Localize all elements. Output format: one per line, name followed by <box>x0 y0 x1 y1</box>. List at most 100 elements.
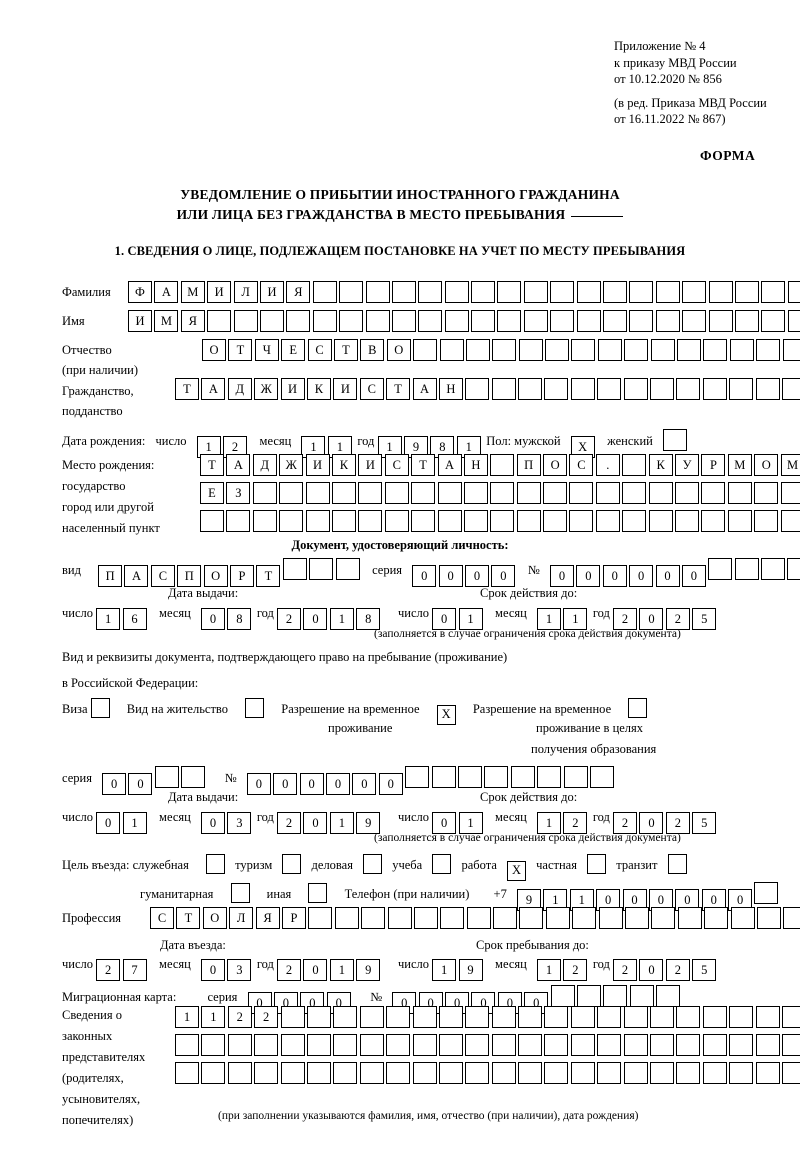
entry-year-4[interactable]: 9 <box>356 959 381 982</box>
birth-place-2-cell-14[interactable] <box>543 482 568 504</box>
citizenship-cell-8[interactable]: С <box>359 378 384 400</box>
profession-cell-23[interactable] <box>730 907 755 929</box>
legal-rep-1-cell-15[interactable] <box>544 1006 569 1028</box>
birth-place-1-cell-4[interactable]: Ж <box>279 454 304 476</box>
permit-issue-day-2[interactable]: 1 <box>122 812 147 835</box>
permit-number-cell-1[interactable]: 0 <box>246 773 271 796</box>
doc-valid-year-3[interactable]: 2 <box>665 608 690 631</box>
given-name-cell-15[interactable] <box>497 310 522 332</box>
residence-permit-checkbox[interactable] <box>245 698 265 718</box>
birth-place-1-cell-22[interactable]: О <box>754 454 779 476</box>
citizenship-cell-15[interactable] <box>544 378 569 400</box>
mc-number-cell-10[interactable] <box>629 985 654 1007</box>
birth-place-2-cell-20[interactable] <box>701 482 726 504</box>
legal-rep-2-cell-7[interactable] <box>333 1034 358 1056</box>
surname-cell-18[interactable] <box>576 281 601 303</box>
birth-place-2-cell-23[interactable] <box>780 482 800 504</box>
given-name-cell-19[interactable] <box>603 310 628 332</box>
given-name-cell-1[interactable]: И <box>128 310 152 332</box>
birth-place-1-cell-6[interactable]: К <box>331 454 356 476</box>
surname-cell-20[interactable] <box>629 281 654 303</box>
profession-cell-6[interactable]: Р <box>281 907 306 929</box>
profession-cell-13[interactable] <box>466 907 491 929</box>
birth-place-1-cell-8[interactable]: С <box>384 454 409 476</box>
birth-place-1-cell-15[interactable]: С <box>569 454 594 476</box>
entry-month-1[interactable]: 0 <box>200 959 225 982</box>
legal-rep-2-cell-11[interactable] <box>438 1034 463 1056</box>
doc-number-cell-8[interactable] <box>734 558 759 580</box>
surname-cell-2[interactable]: А <box>154 281 179 303</box>
legal-rep-1-cell-24[interactable] <box>781 1006 800 1028</box>
mc-number-cell-7[interactable] <box>550 985 575 1007</box>
doc-number-cell-2[interactable]: 0 <box>576 565 601 588</box>
citizenship-cell-24[interactable] <box>781 378 800 400</box>
given-name-cell-11[interactable] <box>391 310 416 332</box>
legal-rep-2-cell-21[interactable] <box>702 1034 727 1056</box>
permit-number-cell-14[interactable] <box>589 766 614 788</box>
purpose-humanitarian-checkbox[interactable] <box>230 883 250 903</box>
legal-rep-1-cell-12[interactable] <box>465 1006 490 1028</box>
given-name-cell-24[interactable] <box>734 310 759 332</box>
stay-year-4[interactable]: 5 <box>692 959 717 982</box>
citizenship-cell-19[interactable] <box>650 378 675 400</box>
given-name-cell-14[interactable] <box>471 310 496 332</box>
patronymic-cell-1[interactable]: О <box>202 339 226 361</box>
birth-place-3-cell-23[interactable] <box>780 510 800 532</box>
doc-number-cell-9[interactable] <box>761 558 786 580</box>
doc-kind-cell-8[interactable] <box>282 558 307 580</box>
profession-cell-18[interactable] <box>598 907 623 929</box>
permit-issue-year-1[interactable]: 2 <box>277 812 302 835</box>
doc-valid-day-2[interactable]: 1 <box>458 608 483 631</box>
doc-number-cell-7[interactable] <box>708 558 733 580</box>
permit-number-cell-8[interactable] <box>431 766 456 788</box>
patronymic-cell-15[interactable] <box>571 339 596 361</box>
birth-place-3-cell-15[interactable] <box>569 510 594 532</box>
phone-cell-5[interactable]: 0 <box>622 889 647 912</box>
patronymic-cell-11[interactable] <box>465 339 490 361</box>
birth-place-3-cell-17[interactable] <box>622 510 647 532</box>
given-name-cell-6[interactable] <box>259 310 284 332</box>
birth-place-2-cell-21[interactable] <box>727 482 752 504</box>
legal-rep-1-cell-17[interactable] <box>597 1006 622 1028</box>
citizenship-cell-22[interactable] <box>729 378 754 400</box>
permit-number-cell-4[interactable]: 0 <box>326 773 350 796</box>
given-name-cell-3[interactable]: Я <box>180 310 205 332</box>
birth-place-3-cell-14[interactable] <box>543 510 568 532</box>
permit-valid-year-2[interactable]: 0 <box>639 812 664 835</box>
given-name-cell-2[interactable]: М <box>154 310 179 332</box>
profession-cell-22[interactable] <box>704 907 729 929</box>
profession-cell-11[interactable] <box>413 907 438 929</box>
profession-cell-9[interactable] <box>361 907 386 929</box>
entry-month-2[interactable]: 3 <box>227 959 252 982</box>
phone-cell-8[interactable]: 0 <box>701 889 726 912</box>
legal-rep-1-cell-6[interactable] <box>306 1006 331 1028</box>
birth-place-2-cell-13[interactable] <box>516 482 541 504</box>
given-name-cell-17[interactable] <box>550 310 575 332</box>
doc-kind-cell-4[interactable]: П <box>177 565 202 588</box>
phone-cell-10[interactable] <box>754 882 779 904</box>
stay-year-3[interactable]: 2 <box>665 959 690 982</box>
birth-place-2-cell-6[interactable] <box>331 482 356 504</box>
doc-series-cell-2[interactable]: 0 <box>438 565 463 588</box>
birth-place-2-cell-9[interactable] <box>411 482 436 504</box>
legal-rep-3-cell-24[interactable] <box>781 1062 800 1084</box>
birth-place-3-cell-20[interactable] <box>701 510 726 532</box>
profession-cell-1[interactable]: С <box>150 907 174 929</box>
permit-valid-year-3[interactable]: 2 <box>665 812 690 835</box>
legal-rep-3-cell-7[interactable] <box>333 1062 358 1084</box>
permit-number-cell-6[interactable]: 0 <box>378 773 403 796</box>
legal-rep-3-cell-19[interactable] <box>650 1062 675 1084</box>
doc-number-cell-10[interactable] <box>787 558 800 580</box>
purpose-private-checkbox[interactable] <box>587 854 607 874</box>
legal-rep-3-cell-6[interactable] <box>306 1062 331 1084</box>
permit-series-cell-3[interactable] <box>154 766 179 788</box>
birth-place-3-cell-10[interactable] <box>437 510 462 532</box>
legal-rep-1-cell-5[interactable] <box>280 1006 305 1028</box>
legal-rep-3-cell-20[interactable] <box>676 1062 701 1084</box>
citizenship-cell-16[interactable] <box>570 378 595 400</box>
doc-valid-month-1[interactable]: 1 <box>536 608 561 631</box>
given-name-cell-25[interactable] <box>761 310 786 332</box>
citizenship-cell-13[interactable] <box>491 378 516 400</box>
